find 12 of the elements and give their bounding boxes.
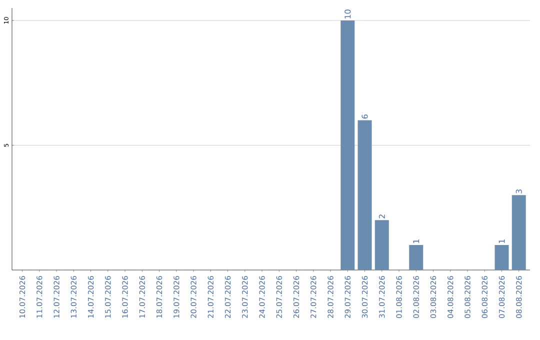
bar	[340, 20, 355, 270]
data-label: 10	[344, 10, 351, 18]
data-label: 2	[378, 214, 385, 218]
bar	[374, 220, 389, 270]
data-label: 6	[362, 114, 368, 119]
data-label: 1	[498, 240, 505, 243]
bar	[358, 120, 372, 270]
bar	[409, 245, 424, 270]
bar	[494, 245, 509, 270]
bar	[512, 195, 526, 270]
data-label: 1	[413, 240, 420, 243]
data-label: 3	[516, 189, 522, 194]
